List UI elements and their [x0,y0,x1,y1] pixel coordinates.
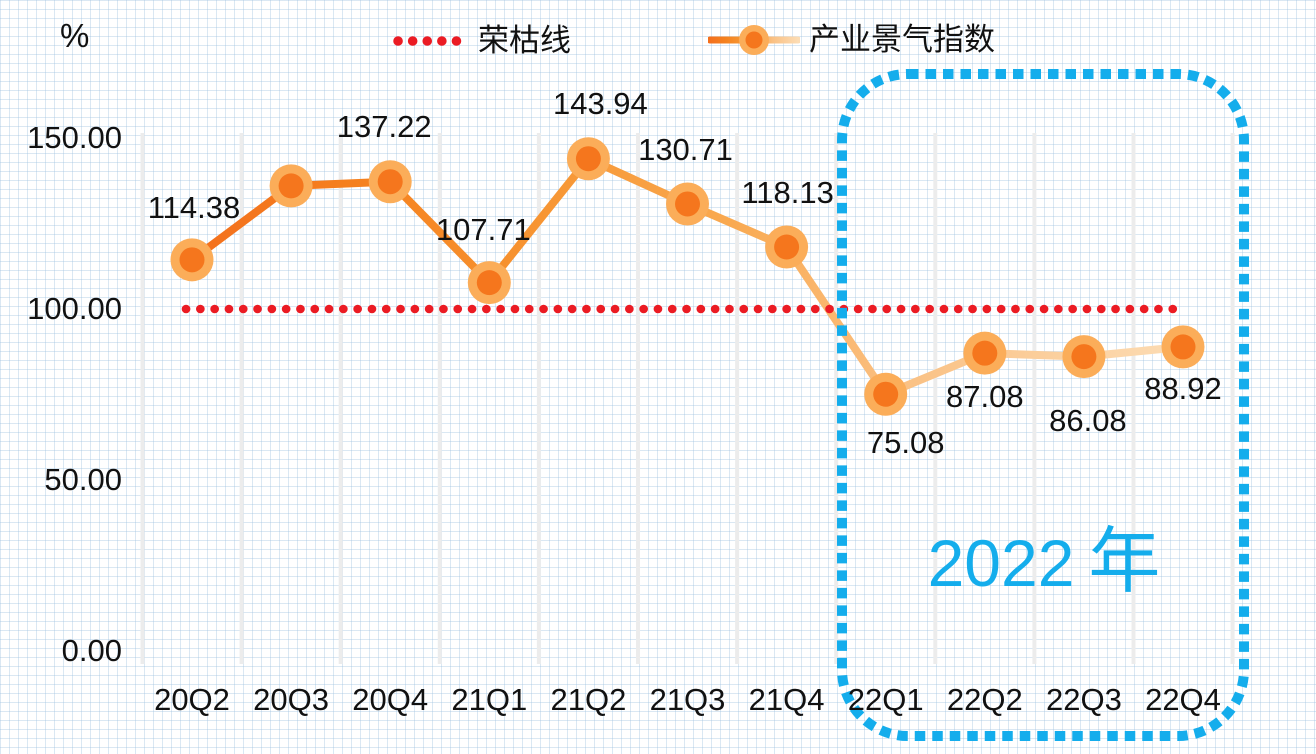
data-point-label: 75.08 [866,425,945,461]
y-tick-label: 150.00 [27,120,122,155]
data-point-label: 107.71 [435,211,531,247]
data-point-label: 114.38 [147,189,241,225]
data-point-marker-inner [873,381,899,407]
orange-line-marker-swatch-icon [708,22,800,58]
legend-label-index-series: 产业景气指数 [809,22,995,57]
x-tick-label: 20Q4 [352,682,429,717]
data-point-marker-inner [774,234,800,260]
data-point-marker-inner [179,247,205,273]
x-tick-label: 22Q3 [1045,682,1122,717]
data-point-label: 143.94 [552,85,648,121]
data-point-marker-inner [675,191,700,217]
marker-sample-inner [745,31,763,49]
y-tick-label: 100.00 [27,291,122,326]
data-point-marker-inner [476,270,502,296]
y-tick-label: 50.00 [44,462,122,497]
data-point-label: 137.22 [336,108,432,144]
legend-item-index-series: 产业景气指数 [708,22,995,58]
legend-item-reference-line: 荣枯线 [393,24,571,58]
x-tick-label: 21Q1 [451,682,528,717]
x-tick-label: 20Q2 [154,682,230,717]
x-tick-label: 21Q2 [550,682,627,717]
year-number: 2022 [927,526,1075,600]
highlight-year-label: 2022 年 [898,522,1190,603]
data-point-marker-inner [377,169,403,195]
data-point-marker-inner [1071,344,1097,370]
x-tick-label: 20Q3 [253,682,330,717]
x-tick-label: 22Q4 [1145,682,1221,717]
data-point-marker-inner [1170,334,1196,360]
x-tick-label: 21Q3 [649,682,726,717]
x-tick-label: 21Q4 [748,682,825,717]
data-point-marker-inner [278,173,304,199]
data-point-label: 86.08 [1049,402,1127,438]
red-dotted-line-swatch-icon [393,34,467,48]
year-suffix: 年 [1088,522,1161,602]
x-tick-label: 22Q2 [946,682,1023,717]
x-tick-label: 22Q1 [847,682,924,717]
y-tick-label: 0.00 [61,633,122,668]
data-point-marker-inner [575,146,601,172]
data-point-marker-inner [972,340,998,366]
data-point-label: 118.13 [741,174,834,210]
highlight-box [837,69,1249,741]
legend-label-reference-line: 荣枯线 [478,23,571,58]
data-point-label: 87.08 [946,379,1024,415]
data-point-label: 130.71 [638,131,733,167]
y-axis-unit-label: % [60,17,90,54]
data-point-label: 88.92 [1144,370,1222,406]
